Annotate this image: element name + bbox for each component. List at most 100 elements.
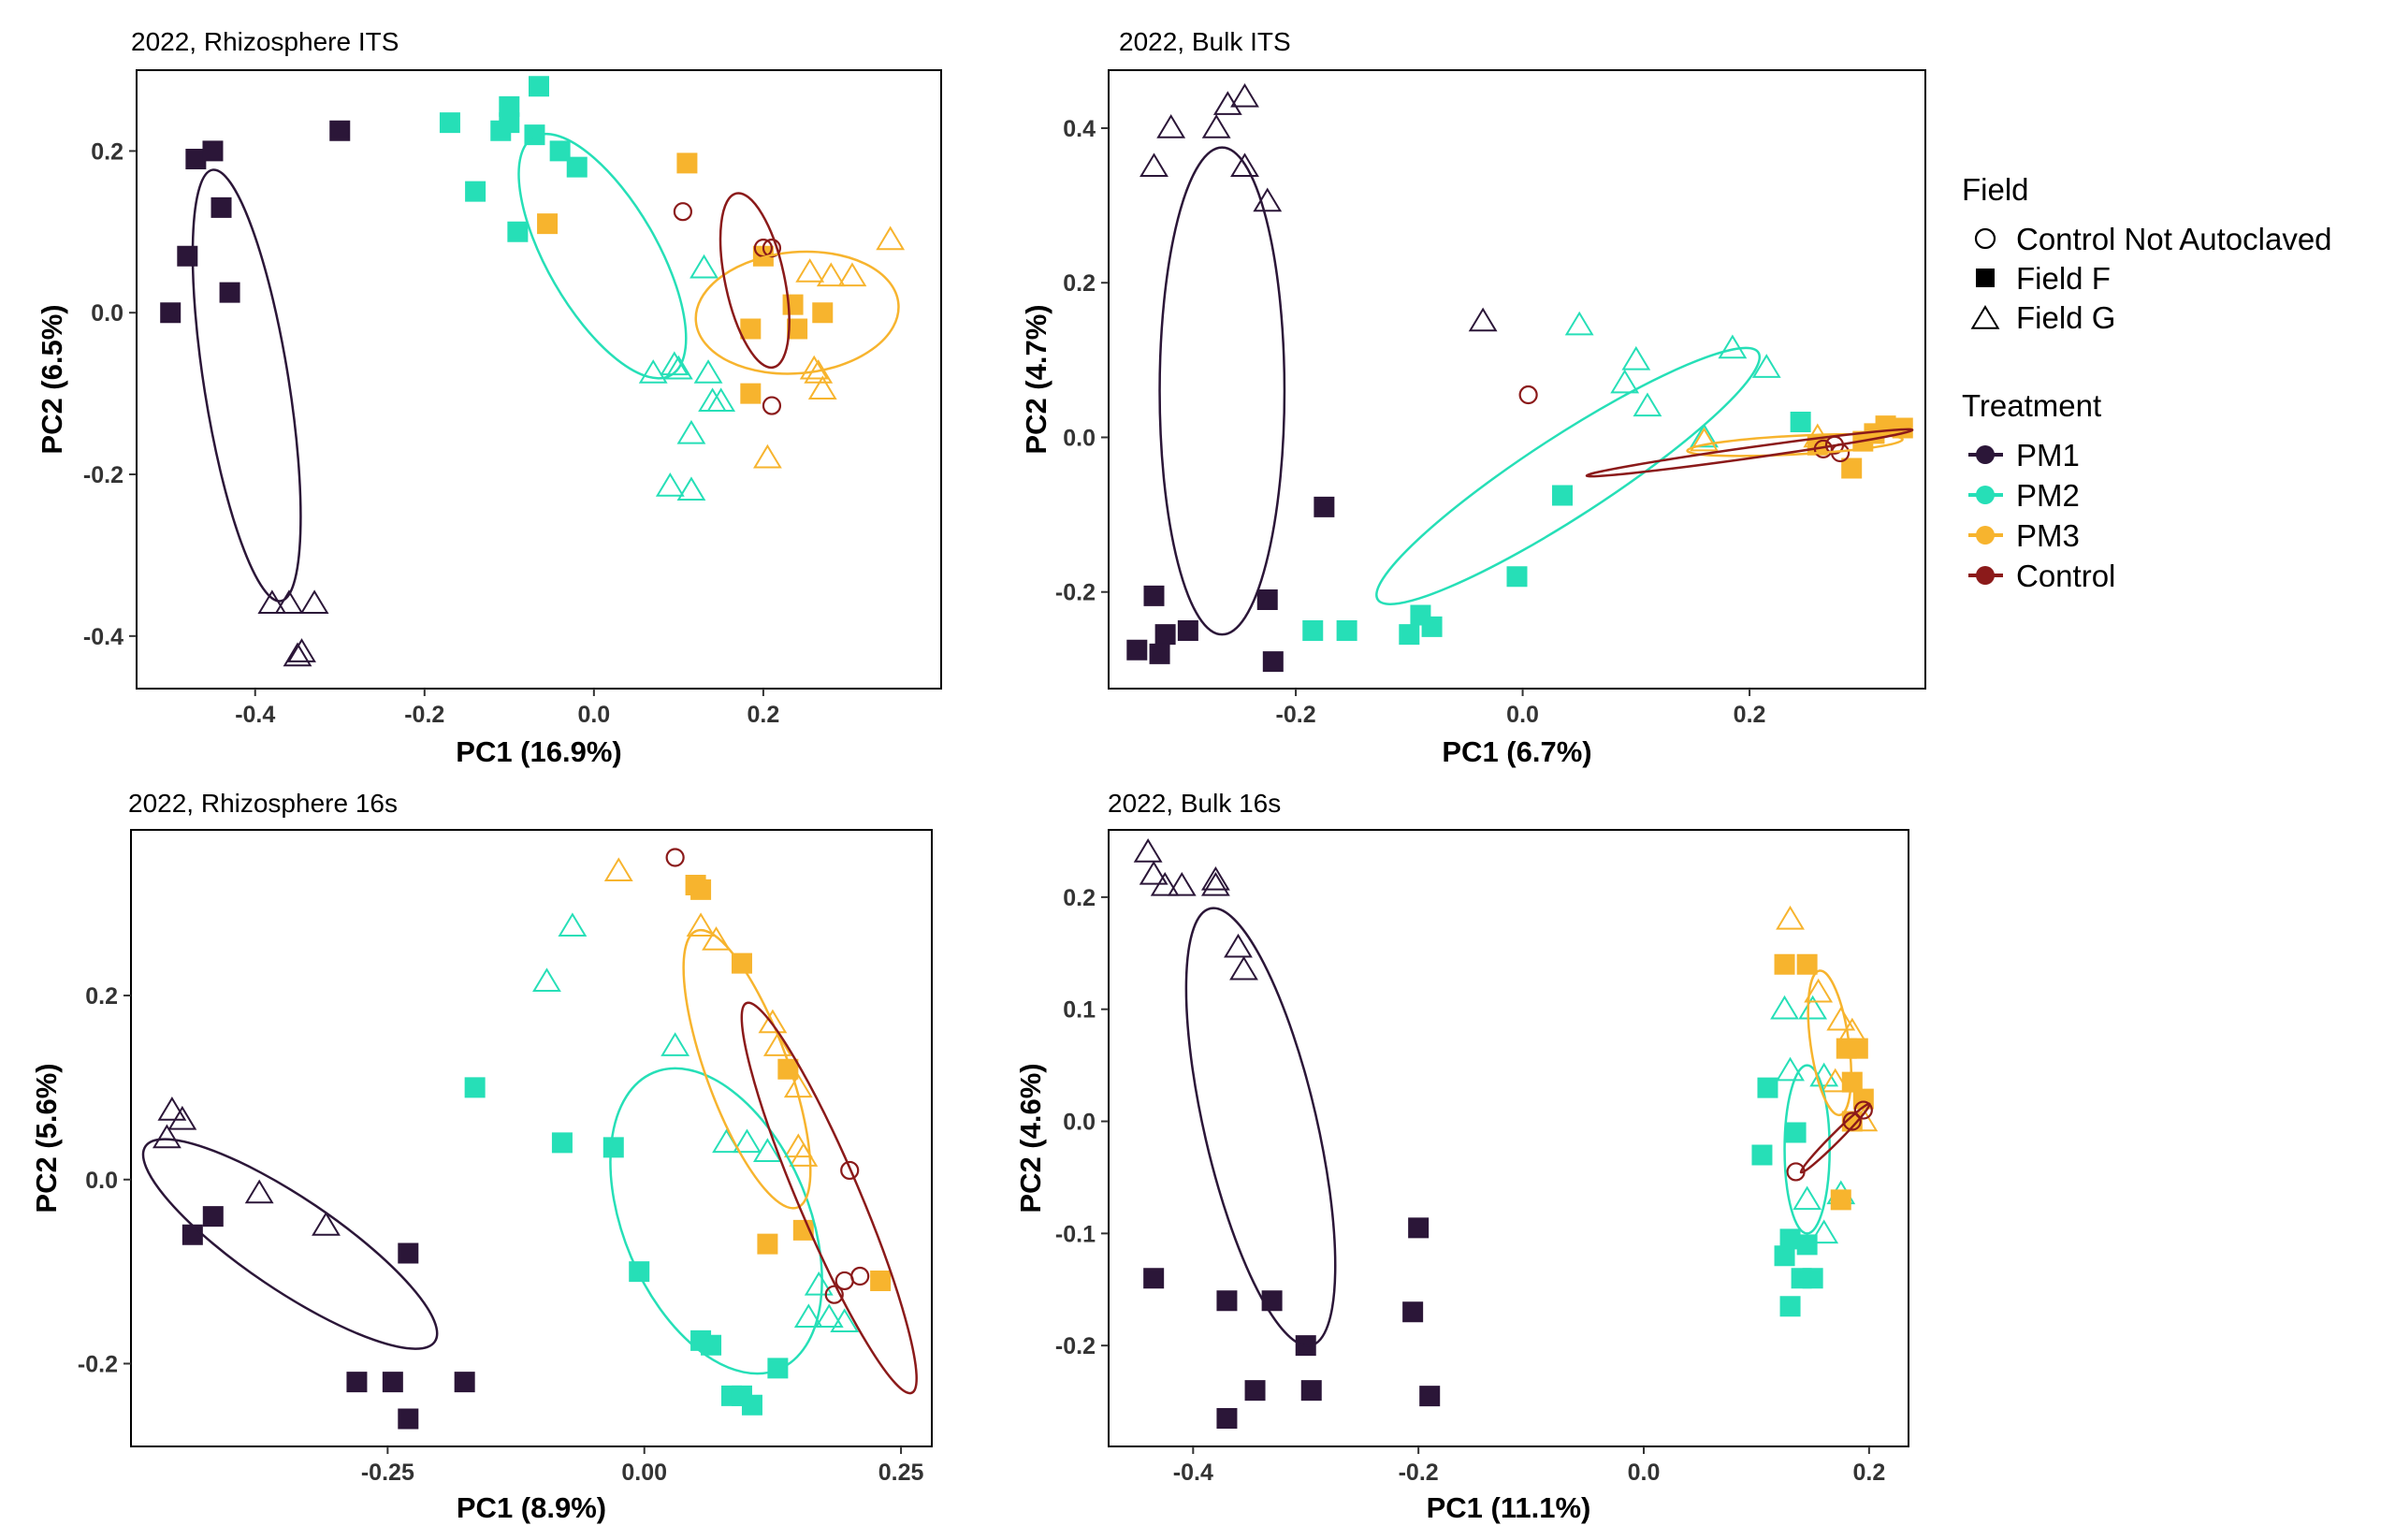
point-pm1-square <box>1261 1290 1283 1312</box>
point-pm2-square <box>1774 1245 1795 1267</box>
point-control-circle <box>673 202 692 222</box>
point-pm2-square <box>1779 1228 1801 1250</box>
legend-dot-pm2 <box>1976 486 1995 504</box>
ellipse-pm1 <box>1184 907 1337 1347</box>
panel-border <box>130 829 933 1447</box>
point-pm1-triangle <box>299 589 329 615</box>
y-tick-label: 0.2 <box>91 138 123 165</box>
point-control-circle <box>850 1266 870 1286</box>
point-pm1-square <box>1244 1380 1266 1402</box>
x-tick-label: 0.2 <box>748 702 780 728</box>
point-control-circle <box>1518 385 1538 405</box>
point-control-circle <box>1853 1100 1873 1120</box>
point-pm2-triangle <box>693 359 723 384</box>
point-pm2-square <box>1552 485 1573 506</box>
point-pm1-triangle <box>1150 871 1180 896</box>
point-pm1-triangle <box>287 638 316 662</box>
x-tick-label: 0.0 <box>1506 702 1539 728</box>
ellipse-pm1 <box>191 168 302 603</box>
point-pm3-square <box>812 302 834 324</box>
point-pm2-square <box>529 76 549 97</box>
point-pm2-square <box>701 1334 722 1356</box>
point-pm1-square <box>210 196 232 218</box>
point-pm3-triangle <box>603 857 633 882</box>
point-pm3-triangle <box>762 1032 792 1056</box>
point-pm3-triangle <box>789 1142 819 1167</box>
point-control-circle <box>665 848 685 867</box>
point-pm3-square <box>740 383 762 404</box>
y-tick-label: 0.4 <box>1063 116 1096 142</box>
panel-title: 2022, Rhizosphere 16s <box>128 789 398 818</box>
legend-field-label: Control Not Autoclaved <box>2016 222 2332 256</box>
point-pm2-square <box>465 181 486 202</box>
point-pm2-triangle <box>706 387 736 413</box>
pca-panel-4: 2022, Bulk 16s -0.4 -0.2 0.0 0.2 -0.2 -0.1 0.0 0… <box>1014 789 1909 1524</box>
legend-field-label: Field F <box>2016 261 2111 296</box>
x-tick-label: -0.2 <box>404 702 444 728</box>
plot-area <box>160 76 906 667</box>
point-pm2-triangle <box>1690 423 1719 448</box>
legend-treatment-label: Control <box>2016 559 2115 593</box>
y-axis-title: PC2 (4.6%) <box>1014 1063 1047 1213</box>
point-pm3-square <box>1796 953 1818 975</box>
point-pm2-square <box>1302 620 1324 642</box>
point-pm1-triangle <box>1230 82 1259 108</box>
point-pm2-triangle <box>1621 345 1651 370</box>
point-pm3-triangle <box>1826 1006 1856 1031</box>
point-pm2-square <box>741 1394 762 1416</box>
point-pm3-triangle <box>799 355 829 380</box>
y-tick-label: 0.0 <box>1063 1110 1096 1136</box>
panel-border <box>136 69 942 690</box>
ellipse-control <box>1585 428 1914 478</box>
point-pm1-square <box>1126 639 1148 661</box>
point-pm2-square <box>549 140 571 162</box>
point-pm3-triangle <box>795 258 825 283</box>
point-pm2-square <box>1336 620 1357 642</box>
point-pm3-triangle <box>816 262 846 287</box>
point-control-circle <box>840 1160 860 1181</box>
point-pm3-triangle <box>686 912 716 937</box>
point-pm2-triangle <box>689 254 718 279</box>
point-pm3-triangle <box>1804 978 1834 1003</box>
point-pm2-triangle <box>1610 369 1640 394</box>
point-pm2-triangle <box>830 1308 860 1332</box>
point-pm2-triangle <box>1751 354 1781 378</box>
ellipse-pm1 <box>141 1138 439 1350</box>
point-pm1-square <box>219 282 240 303</box>
point-pm2-triangle <box>1776 1056 1805 1082</box>
point-pm2-triangle <box>1793 1185 1822 1211</box>
point-pm2-triangle <box>793 1303 823 1329</box>
x-tick-label: 0.2 <box>1852 1460 1885 1486</box>
point-pm2-square <box>1751 1144 1773 1166</box>
point-pm3-square <box>782 294 804 315</box>
point-pm2-square <box>507 221 529 242</box>
point-pm3-square <box>690 879 712 900</box>
point-pm2-triangle <box>676 476 706 501</box>
point-pm3-square <box>676 153 698 174</box>
point-pm1-square <box>160 302 181 324</box>
point-pm1-triangle <box>1230 153 1259 178</box>
point-pm1-square <box>1216 1408 1238 1430</box>
point-pm1-square <box>185 149 207 170</box>
panel-title: 2022, Bulk ITS <box>1119 27 1291 56</box>
point-pm2-square <box>499 95 520 117</box>
point-control-circle <box>762 396 782 415</box>
legend-treatment-label: PM1 <box>2016 438 2080 472</box>
point-pm2-triangle <box>638 359 668 384</box>
y-tick-label: -0.2 <box>78 1351 118 1377</box>
legend: Field Control Not Autoclaved Field F Field … <box>1962 172 2332 593</box>
y-axis-title: PC2 (5.6%) <box>30 1063 63 1213</box>
point-pm1-triangle <box>1133 838 1163 863</box>
point-pm1-triangle <box>1139 860 1168 885</box>
point-pm2-triangle <box>1633 392 1662 417</box>
point-pm3-square <box>1774 953 1795 975</box>
point-pm1-square <box>454 1372 475 1393</box>
ellipse-pm2 <box>517 132 688 380</box>
x-axis-title: PC1 (11.1%) <box>1427 1491 1591 1524</box>
point-pm1-square <box>1177 620 1198 642</box>
point-pm1-triangle <box>1468 307 1498 332</box>
point-pm1-triangle <box>283 642 312 667</box>
point-pm3-square <box>870 1270 892 1291</box>
point-pm2-triangle <box>1798 995 1828 1020</box>
